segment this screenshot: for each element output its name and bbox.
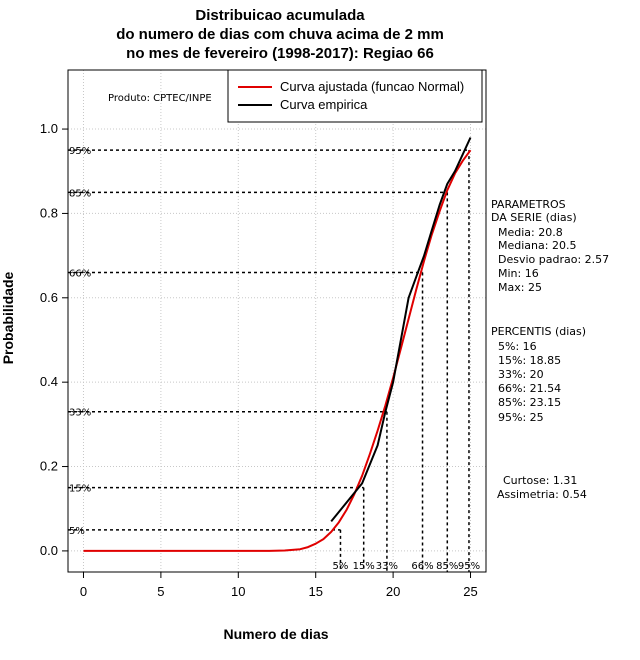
- param-desvio: Desvio padrao: 2.57: [498, 253, 609, 266]
- plot-frame: [67, 69, 487, 573]
- statistics-panel: PARAMETROS DA SERIE (dias) Media: 20.8 M…: [491, 198, 609, 501]
- y-tick-label: 1.0: [40, 121, 58, 136]
- percentil-66: 66%: 21.54: [498, 382, 561, 395]
- assimetria: Assimetria: 0.54: [497, 488, 587, 501]
- percentile-x-label: 95%: [458, 561, 480, 572]
- percentile-x-label: 5%: [333, 561, 349, 572]
- x-tick-label: 20: [386, 584, 400, 599]
- y-tick-label: 0.6: [40, 290, 58, 305]
- y-axis-label: Probabilidade: [0, 272, 16, 365]
- percentile-y-label: 15%: [69, 484, 91, 495]
- y-tick-label: 0.8: [40, 205, 58, 220]
- title-line-3: no mes de fevereiro (1998-2017): Regiao …: [126, 45, 434, 62]
- percentis-title: PERCENTIS (dias): [491, 325, 586, 338]
- percentil-5: 5%: 16: [498, 340, 537, 353]
- percentile-y-label: 85%: [69, 188, 91, 199]
- y-tick-label: 0.0: [40, 543, 58, 558]
- title-line-2: do numero de dias com chuva acima de 2 m…: [116, 26, 444, 43]
- x-tick-label: 5: [157, 584, 164, 599]
- percentile-y-label: 33%: [69, 408, 91, 419]
- percentile-y-label: 66%: [69, 268, 91, 279]
- percentile-x-label: 66%: [411, 561, 433, 572]
- y-tick-label: 0.4: [40, 374, 58, 389]
- chart-axes: 0 5 10 15 20 25 0.0 0.2 0.4 0.6 0.8 1.0: [40, 121, 478, 599]
- params-title-1: PARAMETROS: [491, 198, 566, 211]
- percentil-85: 85%: 23.15: [498, 396, 561, 409]
- grid-lines: [68, 70, 486, 572]
- y-tick-label: 0.2: [40, 459, 58, 474]
- percentil-33: 33%: 20: [498, 368, 544, 381]
- product-label: Produto: CPTEC/INPE: [108, 93, 212, 104]
- legend-box: [227, 69, 483, 123]
- param-media: Media: 20.8: [498, 226, 563, 239]
- fitted-normal-curve: [83, 149, 472, 552]
- param-min: Min: 16: [498, 267, 539, 280]
- percentile-x-label: 85%: [436, 561, 458, 572]
- percentile-x-label: 15%: [353, 561, 375, 572]
- curtose: Curtose: 1.31: [503, 474, 577, 487]
- legend-label-empirical: Curva empirica: [280, 97, 368, 112]
- x-tick-label: 15: [308, 584, 322, 599]
- chart-title: Distribuicao acumulada do numero de dias…: [116, 7, 444, 62]
- percentile-y-label: 5%: [69, 526, 85, 537]
- param-max: Max: 25: [498, 281, 542, 294]
- x-axis-label: Numero de dias: [223, 626, 328, 642]
- x-tick-label: 25: [463, 584, 477, 599]
- chart-series: [83, 137, 472, 552]
- percentile-guides: 5%5%15%15%33%33%66%66%85%85%95%95%: [68, 146, 480, 572]
- legend: Curva ajustada (funcao Normal) Curva emp…: [227, 69, 483, 123]
- legend-label-fitted: Curva ajustada (funcao Normal): [280, 79, 464, 94]
- percentile-x-label: 33%: [376, 561, 398, 572]
- x-tick-label: 0: [80, 584, 87, 599]
- percentil-15: 15%: 18.85: [498, 354, 561, 367]
- percentile-y-label: 95%: [69, 146, 91, 157]
- params-title-2: DA SERIE (dias): [491, 211, 577, 224]
- percentil-95: 95%: 25: [498, 411, 544, 424]
- param-mediana: Mediana: 20.5: [498, 239, 576, 252]
- empirical-curve: [330, 137, 472, 523]
- title-line-1: Distribuicao acumulada: [195, 7, 365, 24]
- x-tick-label: 10: [231, 584, 245, 599]
